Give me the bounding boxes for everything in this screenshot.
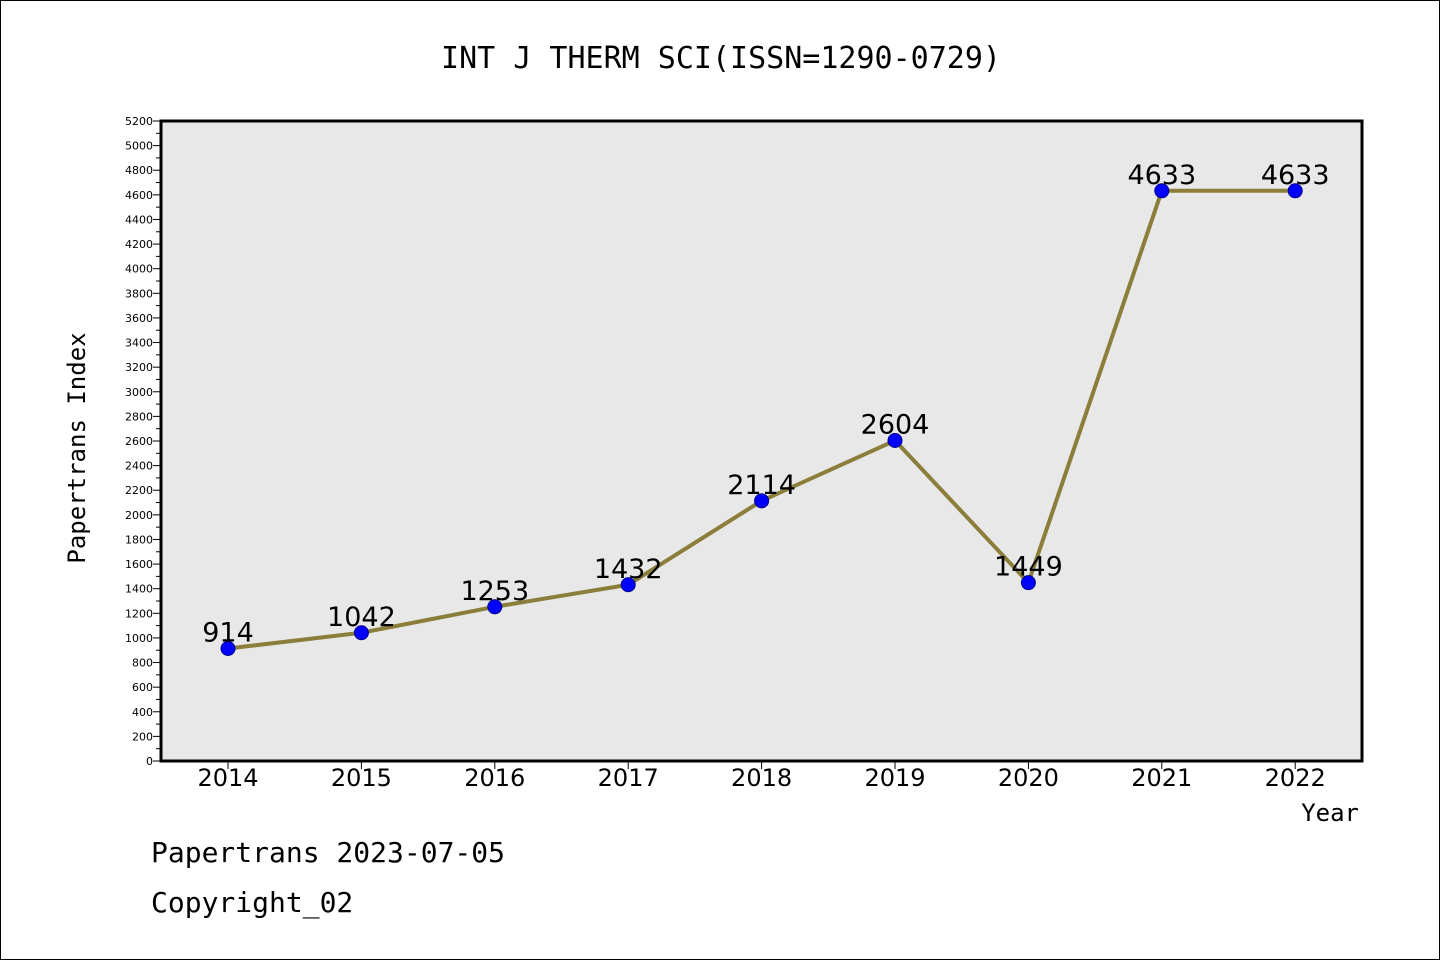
data-label: 914	[202, 618, 254, 649]
y-tick-label: 600	[132, 681, 153, 694]
y-tick-label: 3600	[125, 312, 153, 325]
data-point	[754, 493, 770, 509]
data-point	[487, 599, 503, 615]
y-tick-label: 2000	[125, 509, 153, 522]
y-tick-label: 4400	[125, 213, 153, 226]
y-tick-label: 800	[132, 657, 153, 670]
data-label: 1449	[994, 552, 1063, 583]
chart-title: INT J THERM SCI(ISSN=1290-0729)	[441, 41, 1001, 76]
y-tick-label: 4200	[125, 238, 153, 251]
y-tick-label: 3200	[125, 361, 153, 374]
data-point	[1287, 183, 1303, 199]
y-tick-label: 1600	[125, 558, 153, 571]
y-tick-label: 2400	[125, 460, 153, 473]
data-point	[1154, 183, 1170, 199]
y-tick-label: 400	[132, 706, 153, 719]
plot-area	[159, 119, 1364, 763]
data-point	[620, 577, 636, 593]
y-tick-label: 2800	[125, 410, 153, 423]
x-axis: 2014 2015 2016 2017 2018 2019 2020 2021 2022	[197, 761, 1326, 792]
data-label: 4633	[1127, 160, 1196, 191]
data-label: 4633	[1261, 160, 1330, 191]
y-tick-label: 1800	[125, 533, 153, 546]
y-tick-label: 5000	[125, 140, 153, 153]
y-tick-label: 3000	[125, 386, 153, 399]
y-tick-label: 1400	[125, 583, 153, 596]
x-tick-label: 2021	[1131, 764, 1192, 792]
data-point	[220, 641, 236, 657]
y-tick-label: 1200	[125, 607, 153, 620]
data-labels: 914 1042 1253 1432 2114 2604 1449 4633 4633	[202, 160, 1329, 649]
series-layer	[220, 183, 1303, 657]
x-tick-label: 2017	[598, 764, 659, 792]
y-tick-label: 3400	[125, 337, 153, 350]
x-axis-label: Year	[1301, 799, 1359, 827]
x-tick-label: 2016	[464, 764, 525, 792]
y-tick-label: 200	[132, 730, 153, 743]
x-tick-label: 2019	[864, 764, 925, 792]
y-tick-label: 4800	[125, 164, 153, 177]
data-point	[1020, 575, 1036, 591]
data-label: 2114	[727, 470, 796, 501]
x-tick-label: 2022	[1265, 764, 1326, 792]
y-axis-label: Papertrans Index	[63, 332, 91, 563]
data-label: 1042	[327, 602, 396, 633]
data-label: 1253	[460, 576, 529, 607]
x-tick-label: 2020	[998, 764, 1059, 792]
footer-date: Papertrans 2023-07-05	[151, 836, 506, 869]
data-point	[353, 625, 369, 641]
footer-copyright: Copyright_02	[151, 886, 354, 919]
x-tick-label: 2018	[731, 764, 792, 792]
y-tick-label: 2200	[125, 484, 153, 497]
x-tick-label: 2014	[197, 764, 258, 792]
data-label: 1432	[594, 554, 663, 585]
y-tick-label: 4600	[125, 189, 153, 202]
x-tick-label: 2015	[331, 764, 392, 792]
y-axis: 0 200 400 600 800 1000 1200 1400 1600 1800 2000 220…	[125, 115, 161, 768]
y-tick-label: 0	[146, 755, 153, 768]
y-tick-label: 5200	[125, 115, 153, 128]
y-tick-label: 3800	[125, 287, 153, 300]
y-tick-label: 1000	[125, 632, 153, 645]
data-label: 2604	[861, 410, 930, 441]
data-point	[887, 433, 903, 449]
y-tick-label: 2600	[125, 435, 153, 448]
y-tick-label: 4000	[125, 263, 153, 276]
